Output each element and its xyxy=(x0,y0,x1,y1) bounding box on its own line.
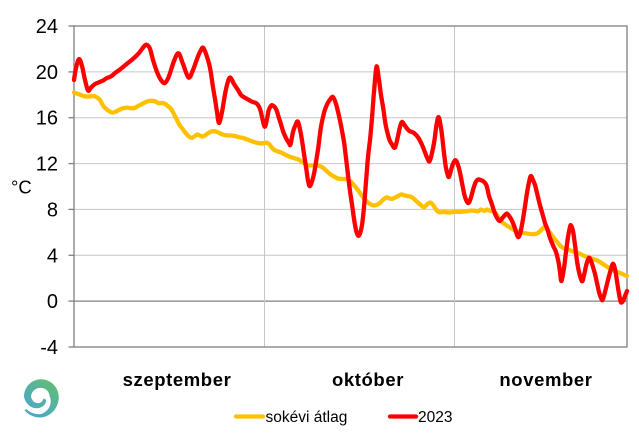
svg-text:20: 20 xyxy=(36,62,58,84)
svg-text:sokévi átlag: sokévi átlag xyxy=(266,409,348,426)
svg-text:24: 24 xyxy=(36,16,58,38)
svg-text:12: 12 xyxy=(36,154,58,176)
svg-text:8: 8 xyxy=(47,199,58,221)
svg-text:4: 4 xyxy=(47,245,58,267)
svg-text:°C: °C xyxy=(11,177,32,198)
svg-text:0: 0 xyxy=(47,291,58,313)
svg-text:2023: 2023 xyxy=(418,409,452,426)
svg-text:16: 16 xyxy=(36,108,58,130)
svg-text:október: október xyxy=(332,369,404,390)
svg-text:november: november xyxy=(499,369,592,390)
svg-text:-4: -4 xyxy=(40,337,58,359)
svg-text:szeptember: szeptember xyxy=(123,369,232,390)
